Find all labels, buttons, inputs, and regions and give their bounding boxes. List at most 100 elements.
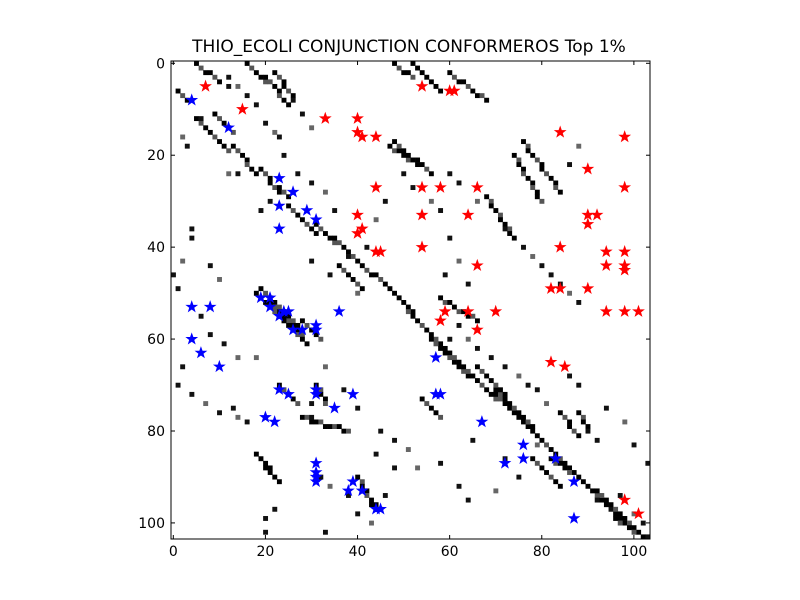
heatmap-cell (530, 428, 536, 434)
y-axis: 0 20 40 60 80 100 (138, 56, 650, 532)
heatmap-cell (309, 401, 315, 407)
heatmap-cell (304, 341, 310, 347)
heatmap-cell (378, 428, 384, 434)
star-marker (498, 456, 512, 469)
heatmap-cell (594, 488, 600, 494)
heatmap-cell (567, 470, 573, 475)
heatmap-cell (263, 74, 269, 80)
heatmap-cell (327, 483, 333, 489)
heatmap-cell (382, 281, 388, 287)
heatmap-cell (217, 410, 222, 416)
heatmap-cell (502, 226, 508, 232)
heatmap-cell (295, 401, 301, 407)
heatmap-cell (322, 364, 328, 370)
star-marker (272, 309, 286, 322)
heatmap-cell (521, 244, 526, 250)
heatmap-cell (263, 290, 269, 296)
heatmap-cell (424, 166, 430, 172)
heatmap-cell (594, 497, 600, 503)
heatmap-cell (392, 61, 397, 66)
heatmap-cell (355, 405, 361, 411)
heatmap-cell (419, 396, 425, 402)
heatmap-cell (272, 309, 278, 315)
heatmap-cell (493, 208, 499, 213)
heatmap-cell (511, 235, 517, 241)
heatmap-cell (405, 447, 411, 452)
heatmap-cell (267, 180, 273, 186)
heatmap-cell (405, 309, 411, 315)
star-marker (300, 203, 314, 216)
heatmap-cell (313, 221, 319, 227)
heatmap-cell (263, 460, 269, 466)
heatmap-cell (332, 235, 338, 241)
heatmap-cell (230, 143, 236, 149)
heatmap-cell (576, 410, 582, 416)
heatmap-cell (544, 401, 549, 407)
star-marker (309, 323, 323, 336)
plot-frame (170, 60, 651, 540)
heatmap-cell (198, 65, 204, 71)
heatmap-cell (272, 70, 278, 76)
heatmap-cell (401, 300, 407, 305)
heatmap-cell (576, 433, 582, 439)
heatmap-cell (456, 258, 462, 264)
heatmap-cell (299, 414, 305, 420)
heatmap-cell (267, 79, 273, 85)
heatmap-cell (493, 387, 499, 393)
heatmap-cell (516, 474, 522, 480)
heatmap-cell (203, 401, 209, 407)
star-marker (618, 263, 632, 276)
heatmap-cell (465, 497, 471, 503)
heatmap-cell (184, 143, 190, 149)
star-marker (599, 258, 613, 271)
heatmap-cell (253, 355, 259, 361)
heatmap-cell (194, 61, 199, 66)
heatmap-cell (525, 148, 531, 154)
star-marker (374, 245, 387, 258)
heatmap-cell (359, 286, 365, 292)
heatmap-cell (567, 373, 573, 379)
heatmap-cell (493, 382, 499, 388)
heatmap-cell (479, 382, 485, 388)
heatmap-cell (511, 152, 517, 158)
star-marker (489, 304, 503, 317)
heatmap-cell (410, 313, 416, 319)
heatmap-cell (175, 382, 181, 388)
star-marker (203, 300, 217, 313)
star-marker (272, 222, 286, 235)
heatmap-cell (603, 502, 609, 508)
heatmap-cell (530, 424, 536, 429)
star-marker (346, 387, 360, 400)
heatmap-cell (171, 272, 176, 278)
heatmap-cell (341, 244, 347, 250)
heatmap-cell (498, 391, 503, 397)
heatmap-cell (364, 488, 370, 494)
heatmap-cell (364, 493, 370, 498)
heatmap-cell (309, 226, 315, 232)
star-marker (355, 130, 369, 143)
heatmap-cell (401, 148, 407, 154)
star-marker (222, 120, 235, 134)
heatmap-cell (244, 61, 250, 66)
heatmap-cell (281, 152, 287, 158)
heatmap-cell (534, 460, 540, 466)
heatmap-cell (525, 424, 531, 429)
heatmap-cell (346, 272, 351, 278)
heatmap-cell (493, 488, 499, 494)
star-marker (461, 208, 475, 221)
heatmap-cell (258, 208, 264, 213)
heatmap-cell (355, 290, 361, 296)
heatmap-cell (594, 437, 600, 443)
heatmap-cell (350, 254, 356, 259)
heatmap-cell (451, 359, 457, 365)
star-marker (470, 258, 484, 271)
star-marker (434, 387, 447, 400)
heatmap-cell (263, 529, 269, 535)
heatmap-cell (456, 322, 462, 328)
heatmap-cell (562, 414, 568, 420)
heatmap-cell (562, 460, 568, 466)
heatmap-cell (521, 166, 526, 172)
heatmap-cell (488, 203, 494, 209)
heatmap-cell (410, 309, 416, 315)
heatmap-cell (553, 185, 559, 190)
